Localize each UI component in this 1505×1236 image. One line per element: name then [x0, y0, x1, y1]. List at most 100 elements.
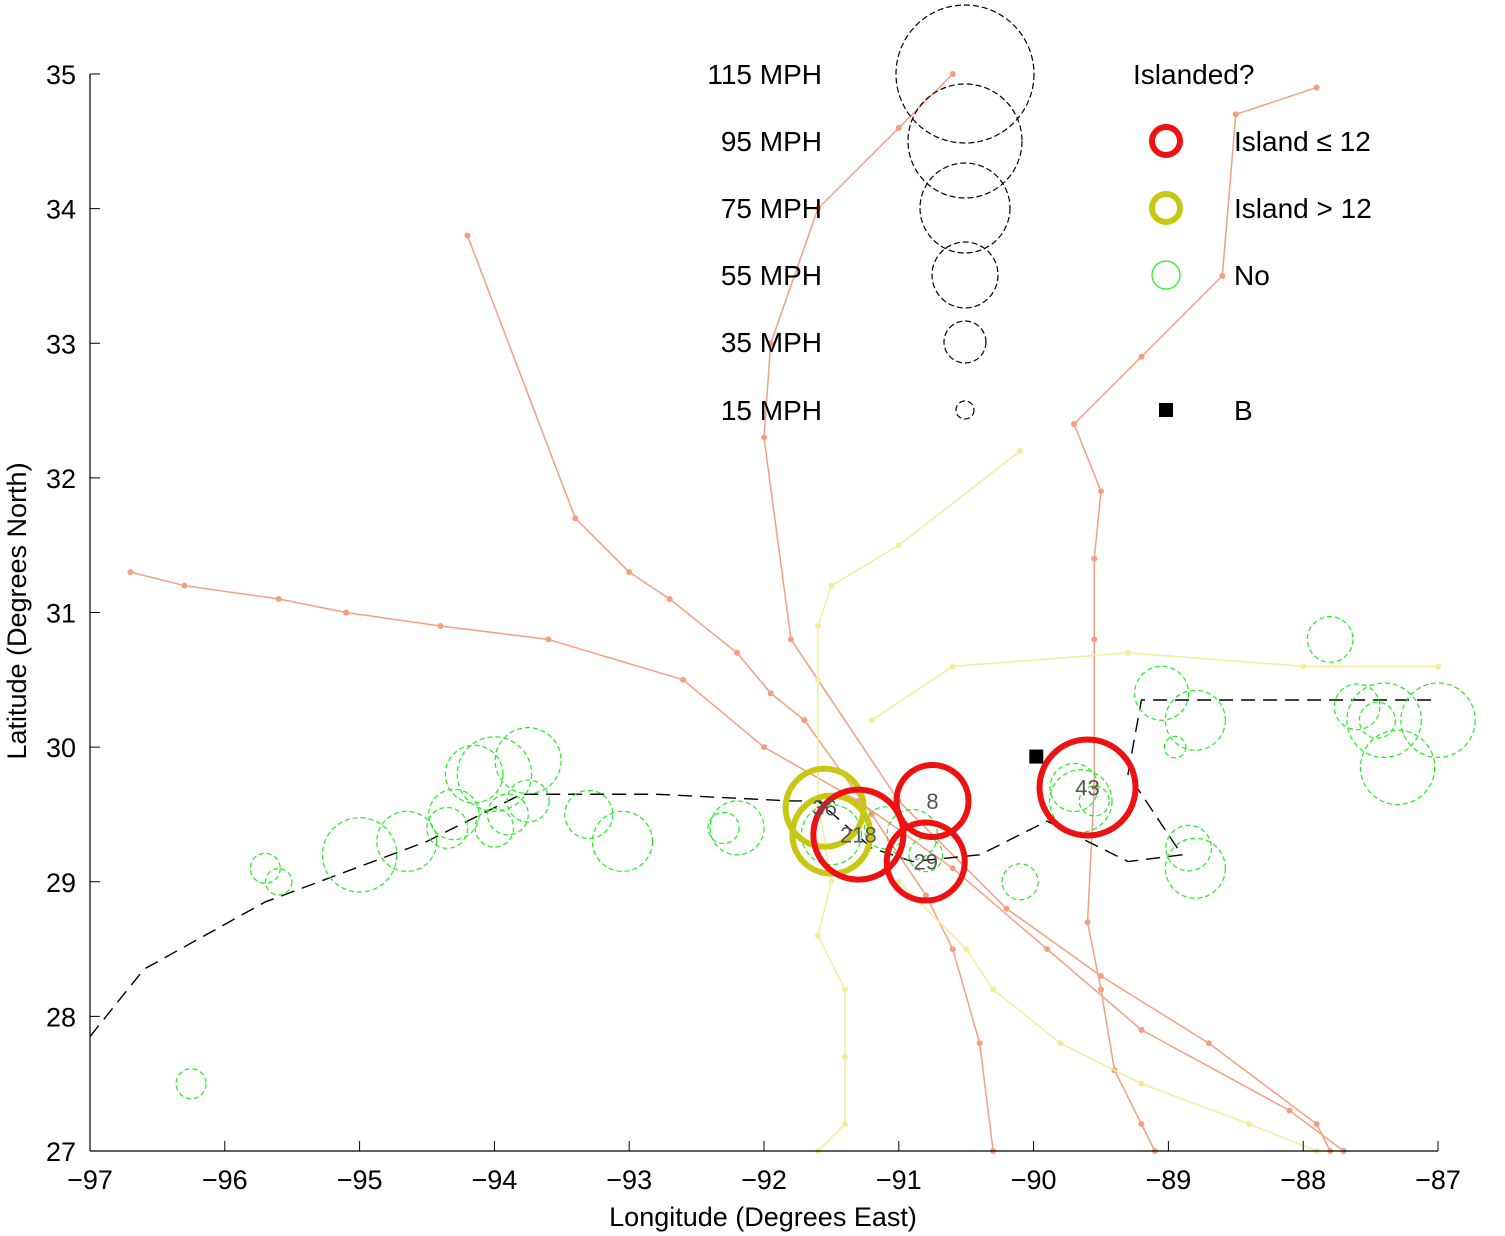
- event-circle-no: [456, 736, 533, 812]
- event-circle-no: [175, 1068, 207, 1100]
- event-circle-no: [249, 852, 281, 884]
- size-legend-label: 55 MPH: [721, 260, 822, 291]
- event-label: 218: [840, 823, 877, 848]
- track-point: [1138, 353, 1145, 360]
- y-tick-label: 31: [46, 599, 76, 629]
- y-tick-label: 32: [46, 464, 76, 494]
- track-point: [767, 690, 774, 697]
- track-point: [734, 649, 741, 656]
- storm-tracks: [127, 71, 1441, 1154]
- track-point: [1138, 1080, 1145, 1087]
- track-point: [895, 542, 902, 549]
- y-tick-label: 34: [46, 195, 76, 225]
- event-label: 43: [1075, 776, 1099, 801]
- legend-marker-b: [1159, 403, 1173, 417]
- size-legend-circle: [955, 400, 975, 420]
- track-point: [1313, 1121, 1320, 1128]
- event-circle-island-le-12: [1036, 736, 1139, 839]
- event-circle-no: [264, 867, 293, 896]
- x-tick-label: −89: [1145, 1165, 1191, 1195]
- event-circle-no: [1049, 762, 1099, 813]
- size-legend-circle: [919, 162, 1011, 254]
- track-point: [814, 932, 821, 939]
- islanded-legend-label: Island > 12: [1234, 193, 1372, 224]
- event-circle-no: [426, 806, 469, 849]
- event-circle-island-le-12: [810, 786, 907, 883]
- islanded-legend-label: B: [1234, 395, 1253, 426]
- track-point: [1084, 919, 1091, 926]
- track-point: [1057, 1040, 1064, 1047]
- size-legend-circle: [931, 241, 999, 309]
- event-circle-no: [321, 817, 398, 893]
- track-point: [895, 878, 902, 885]
- track-point: [895, 124, 902, 131]
- track-line: [817, 450, 1021, 1152]
- track-line: [130, 571, 1345, 1152]
- x-tick-label: −96: [202, 1165, 248, 1195]
- event-circle-no: [1164, 837, 1226, 899]
- track-point: [868, 717, 875, 724]
- x-tick-label: −93: [606, 1165, 652, 1195]
- event-circle-no: [1359, 729, 1436, 806]
- track-point: [1313, 84, 1320, 91]
- marker-b: [1029, 749, 1044, 764]
- track-point: [1219, 272, 1226, 279]
- legend-swatch-no: [1151, 260, 1181, 290]
- x-tick-label: −87: [1415, 1165, 1461, 1195]
- track-point: [545, 636, 552, 643]
- event-circle-no: [1164, 689, 1226, 751]
- y-tick-label: 33: [46, 329, 76, 359]
- dashed-path: [89, 699, 1438, 1038]
- track-point: [1098, 986, 1104, 993]
- event-circle-no: [1358, 701, 1396, 739]
- event-circle-no: [908, 837, 944, 873]
- x-tick-label: −88: [1280, 1165, 1326, 1195]
- x-tick-label: −94: [471, 1165, 517, 1195]
- track-point: [963, 946, 970, 953]
- track-point: [1098, 972, 1104, 979]
- event-label: 36: [812, 796, 836, 821]
- dashed-path-line: [89, 699, 1438, 1038]
- track-point: [1091, 636, 1098, 643]
- size-legend-circle: [907, 83, 1023, 199]
- track-point: [990, 986, 997, 993]
- track-point: [814, 205, 821, 212]
- event-circle-island-le-12: [883, 819, 968, 904]
- track-line: [763, 73, 1331, 1152]
- event-circle-no: [428, 788, 480, 841]
- islanded-legend-title: Islanded?: [1133, 59, 1254, 90]
- event-circles: [175, 616, 1476, 1100]
- track-point: [801, 717, 808, 724]
- track-point: [464, 232, 471, 239]
- track-point: [1300, 663, 1307, 670]
- track-point: [922, 892, 929, 899]
- track-point: [814, 622, 821, 629]
- track-point: [666, 596, 673, 603]
- track-point: [1205, 1040, 1212, 1047]
- track-point: [127, 569, 134, 576]
- x-tick-label: −97: [67, 1165, 113, 1195]
- legend: 115 MPH 95 MPH 75 MPH 55 MPH 35 MPH 15 MPH Isl…: [707, 4, 1372, 426]
- track-line: [1073, 86, 1317, 1152]
- track-point: [1071, 421, 1078, 428]
- track-point: [949, 946, 956, 953]
- track-line: [898, 881, 1317, 1152]
- track-point: [1098, 488, 1104, 495]
- event-circle-no: [591, 810, 654, 872]
- event-label: 29: [914, 850, 938, 875]
- y-tick-label: 27: [46, 1137, 76, 1167]
- track-point: [787, 636, 794, 643]
- event-circle-no: [1163, 735, 1187, 759]
- event-circle-no: [1134, 665, 1190, 721]
- x-tick-label: −90: [1011, 1165, 1057, 1195]
- x-axis-label: Longitude (Degrees East): [609, 1202, 917, 1232]
- event-circle-island-gt-12: [782, 765, 867, 850]
- y-axis-label: Latitude (Degrees North): [2, 462, 32, 759]
- y-tick-label: 29: [46, 868, 76, 898]
- event-circle-no: [564, 789, 614, 840]
- track-point: [343, 609, 350, 616]
- track-point: [1138, 1026, 1145, 1033]
- event-circle-no: [494, 726, 562, 795]
